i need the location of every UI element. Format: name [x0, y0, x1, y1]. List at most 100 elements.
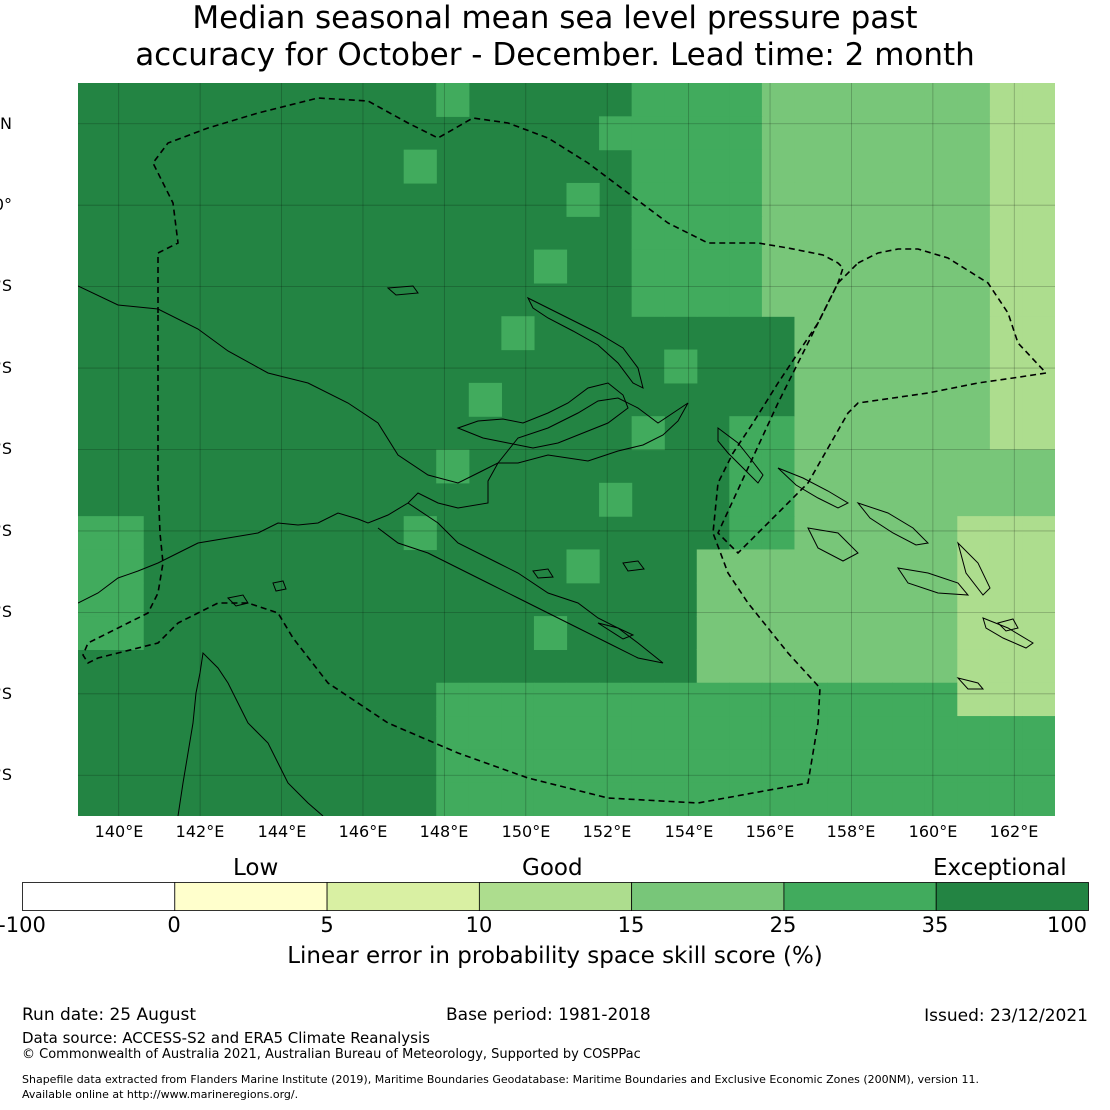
skill-cell: [794, 716, 828, 750]
skill-cell: [892, 282, 926, 317]
skill-cell: [631, 682, 665, 717]
skill-cell: [1022, 149, 1055, 184]
skill-cell: [892, 682, 926, 717]
skill-cell: [761, 416, 796, 451]
lon-label-152e: 152°E: [582, 822, 632, 841]
skill-cell: [989, 249, 1024, 284]
skill-cell: [924, 782, 958, 816]
skill-cell: [989, 216, 1024, 251]
coastline-santa-isabel: [856, 501, 930, 546]
colorbar: [22, 882, 1089, 911]
skill-cell: [989, 716, 1024, 750]
skill-cell: [729, 182, 763, 217]
coastline-malaita: [957, 541, 991, 596]
skill-cell: [892, 149, 926, 184]
skill-cell: [468, 682, 502, 717]
skill-cell: [859, 549, 893, 584]
skill-cell: [1022, 782, 1055, 816]
skill-cell: [794, 116, 828, 151]
coastline-manus: [386, 285, 419, 296]
skill-cell: [859, 716, 893, 750]
skill-cell: [924, 549, 958, 584]
skill-cell: [892, 516, 926, 551]
lat-label-6s: 6°S: [0, 439, 12, 458]
skill-cell: [989, 649, 1024, 684]
lat-label-2s: 2°S: [0, 276, 12, 295]
coastline-woodlark: [622, 560, 645, 572]
skill-cell: [924, 582, 958, 617]
map-panel: 2°N 0° 2°S 4°S 6°S 8°S 10°S 12°S 14°S: [0, 83, 1055, 816]
skill-cell: [599, 782, 633, 816]
skill-cell: [696, 716, 730, 750]
coastline-new-georgia: [807, 527, 859, 562]
legend-category-low: Low: [233, 855, 279, 881]
skill-cell: [859, 449, 893, 484]
skill-cell: [599, 482, 633, 517]
title-line-2: accuracy for October - December. Lead ti…: [135, 37, 975, 73]
skill-cell: [924, 216, 958, 251]
skill-cell: [957, 316, 991, 351]
skill-cell: [729, 716, 763, 750]
skill-map: [78, 83, 1055, 816]
skill-cell: [957, 716, 991, 750]
skill-cell: [1022, 182, 1055, 217]
skill-cell: [110, 516, 144, 551]
issued-date: Issued: 23/12/2021: [924, 1006, 1088, 1026]
copyright: © Commonwealth of Australia 2021, Austra…: [22, 1047, 641, 1062]
graticule: [78, 83, 1055, 816]
shapefile-credit-2: Available online at http://www.marinereg…: [22, 1088, 299, 1101]
colorbar-tick-10: 10: [465, 913, 493, 937]
skill-cell: [892, 782, 926, 816]
skill-cell: [761, 83, 796, 117]
lat-label-2n: 2°N: [0, 114, 12, 133]
skill-cell: [403, 516, 437, 551]
map-title: Median seasonal mean sea level pressure …: [0, 0, 1110, 74]
skill-cell: [533, 616, 568, 651]
skill-cell: [794, 749, 828, 784]
skill-cell: [696, 682, 730, 717]
colorbar-segment: [478, 882, 633, 911]
skill-cell: [827, 182, 861, 217]
skill-cell: [859, 282, 893, 317]
skill-cell: [794, 182, 828, 217]
skill-cell: [957, 282, 991, 317]
skill-cell: [892, 316, 926, 351]
skill-cell: [761, 482, 796, 517]
coastline-guadalcanal: [896, 567, 970, 596]
coastline-new-guinea: [78, 285, 689, 604]
skill-cell: [989, 449, 1024, 484]
skill-cell: [989, 382, 1024, 417]
skill-cell: [729, 449, 763, 484]
coastlines: [78, 285, 1034, 816]
skill-cell: [631, 83, 665, 117]
skill-cell: [924, 449, 958, 484]
colorbar-title: Linear error in probability space skill …: [287, 943, 823, 969]
skill-cell: [468, 782, 502, 816]
lat-label-8s: 8°S: [0, 521, 12, 540]
skill-cell: [794, 782, 828, 816]
lon-label-160e: 160°E: [908, 822, 958, 841]
skill-cell: [859, 182, 893, 217]
skill-cell: [761, 616, 796, 651]
skill-cell: [924, 349, 958, 384]
skill-cell: [664, 682, 698, 717]
skill-cell: [729, 549, 763, 584]
skill-cell: [924, 149, 958, 184]
skill-cell: [761, 182, 796, 217]
skill-cell: [957, 116, 991, 151]
skill-cell: [957, 182, 991, 217]
skill-cell: [892, 749, 926, 784]
colorbar-segment: [631, 882, 785, 911]
skill-cell: [110, 549, 144, 584]
skill-cell: [924, 516, 958, 551]
lat-label-12s: 12°S: [0, 684, 12, 703]
colorbar-segment: [783, 882, 937, 911]
skill-cell: [1022, 482, 1055, 517]
skill-cell: [664, 782, 698, 816]
skill-cell: [859, 416, 893, 451]
skill-cell: [924, 83, 958, 117]
skill-cell: [664, 749, 698, 784]
skill-cells: [78, 83, 1055, 816]
skill-cell: [892, 716, 926, 750]
skill-cell: [1022, 749, 1055, 784]
